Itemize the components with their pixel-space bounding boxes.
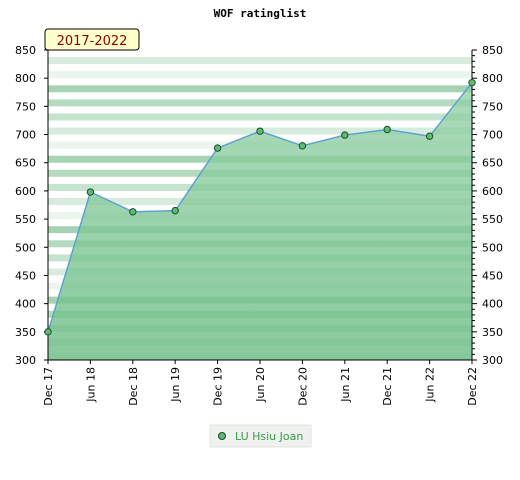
y-axis-right-labels: 300 350 400 450 500 550 600 650 700 750 800 850: [482, 44, 503, 367]
x-tick-label: Dec 20: [296, 367, 309, 406]
grid-band: [48, 71, 472, 79]
data-point: [256, 127, 264, 135]
period-badge: 2017-2022: [44, 28, 140, 51]
x-tick-label: Jun 20: [254, 367, 267, 403]
y-tick-label: 650: [15, 157, 36, 170]
y-tick-label: 850: [15, 44, 36, 57]
grid-band: [48, 120, 472, 128]
y-tick-label-right: 550: [482, 213, 503, 226]
chart-title: WOF ratinglist: [214, 7, 307, 20]
data-point: [129, 208, 137, 216]
y-tick-label: 350: [15, 326, 36, 339]
data-point: [44, 328, 52, 336]
x-tick-label: Jun 19: [169, 367, 182, 403]
y-tick-label: 450: [15, 269, 36, 282]
y-tick-label: 750: [15, 100, 36, 113]
grid-band: [48, 113, 472, 121]
x-tick-label: Dec 18: [127, 367, 140, 406]
y-tick-label-right: 700: [482, 129, 503, 142]
grid-band: [48, 50, 472, 58]
x-tick-label: Dec 22: [466, 367, 479, 406]
grid-band: [48, 85, 472, 93]
x-tick-label: Jun 22: [424, 367, 437, 403]
y-tick-label: 700: [15, 129, 36, 142]
y-axis-left-labels: 300 350 400 450 500 550 600 650 700 750 800 850: [15, 44, 36, 367]
x-tick-label: Dec 19: [212, 367, 225, 406]
data-point: [425, 132, 434, 140]
area-fill: [48, 82, 472, 360]
x-tick-label: Dec 17: [42, 367, 55, 406]
data-point: [468, 78, 476, 87]
grid-band: [48, 64, 472, 72]
x-tick-label: Jun 21: [339, 367, 352, 403]
y-tick-label-right: 400: [482, 298, 503, 311]
y-tick-label-right: 500: [482, 241, 503, 254]
legend: LU Hsiu Joan: [209, 424, 312, 448]
y-tick-label: 500: [15, 241, 36, 254]
grid-band: [48, 99, 472, 107]
y-tick-label-right: 450: [482, 269, 503, 282]
y-tick-label: 550: [15, 213, 36, 226]
y-tick-label: 600: [15, 185, 36, 198]
x-tick-label: Jun 18: [84, 367, 97, 403]
legend-marker: [218, 432, 226, 440]
data-points: [44, 78, 476, 336]
y-tick-label: 800: [15, 72, 36, 85]
y-tick-label-right: 600: [482, 185, 503, 198]
y-tick-label-right: 800: [482, 72, 503, 85]
period-badge-label: 2017-2022: [57, 34, 128, 49]
y-tick-label: 300: [15, 354, 36, 367]
area-path: [48, 82, 472, 360]
legend-label: LU Hsiu Joan: [235, 430, 303, 443]
data-point: [383, 125, 391, 134]
x-axis-labels: Dec 17 Jun 18 Dec 18 Jun 19 Dec 19 Jun 20 Dec …: [42, 367, 479, 406]
grid-band: [48, 106, 472, 114]
y-tick-label: 400: [15, 298, 36, 311]
grid-band: [48, 92, 472, 100]
y-tick-label-right: 300: [482, 354, 503, 367]
data-point: [171, 206, 179, 215]
y-tick-label-right: 850: [482, 44, 503, 57]
y-tick-label-right: 750: [482, 100, 503, 113]
grid-band: [48, 78, 472, 86]
x-tick-label: Dec 21: [381, 367, 394, 406]
data-point: [341, 131, 349, 139]
data-point: [298, 142, 307, 150]
data-point: [213, 144, 222, 152]
y-tick-label-right: 350: [482, 326, 503, 339]
axes: [44, 49, 477, 364]
grid-band: [48, 57, 472, 65]
y-tick-label-right: 650: [482, 157, 503, 170]
data-point: [86, 188, 95, 196]
